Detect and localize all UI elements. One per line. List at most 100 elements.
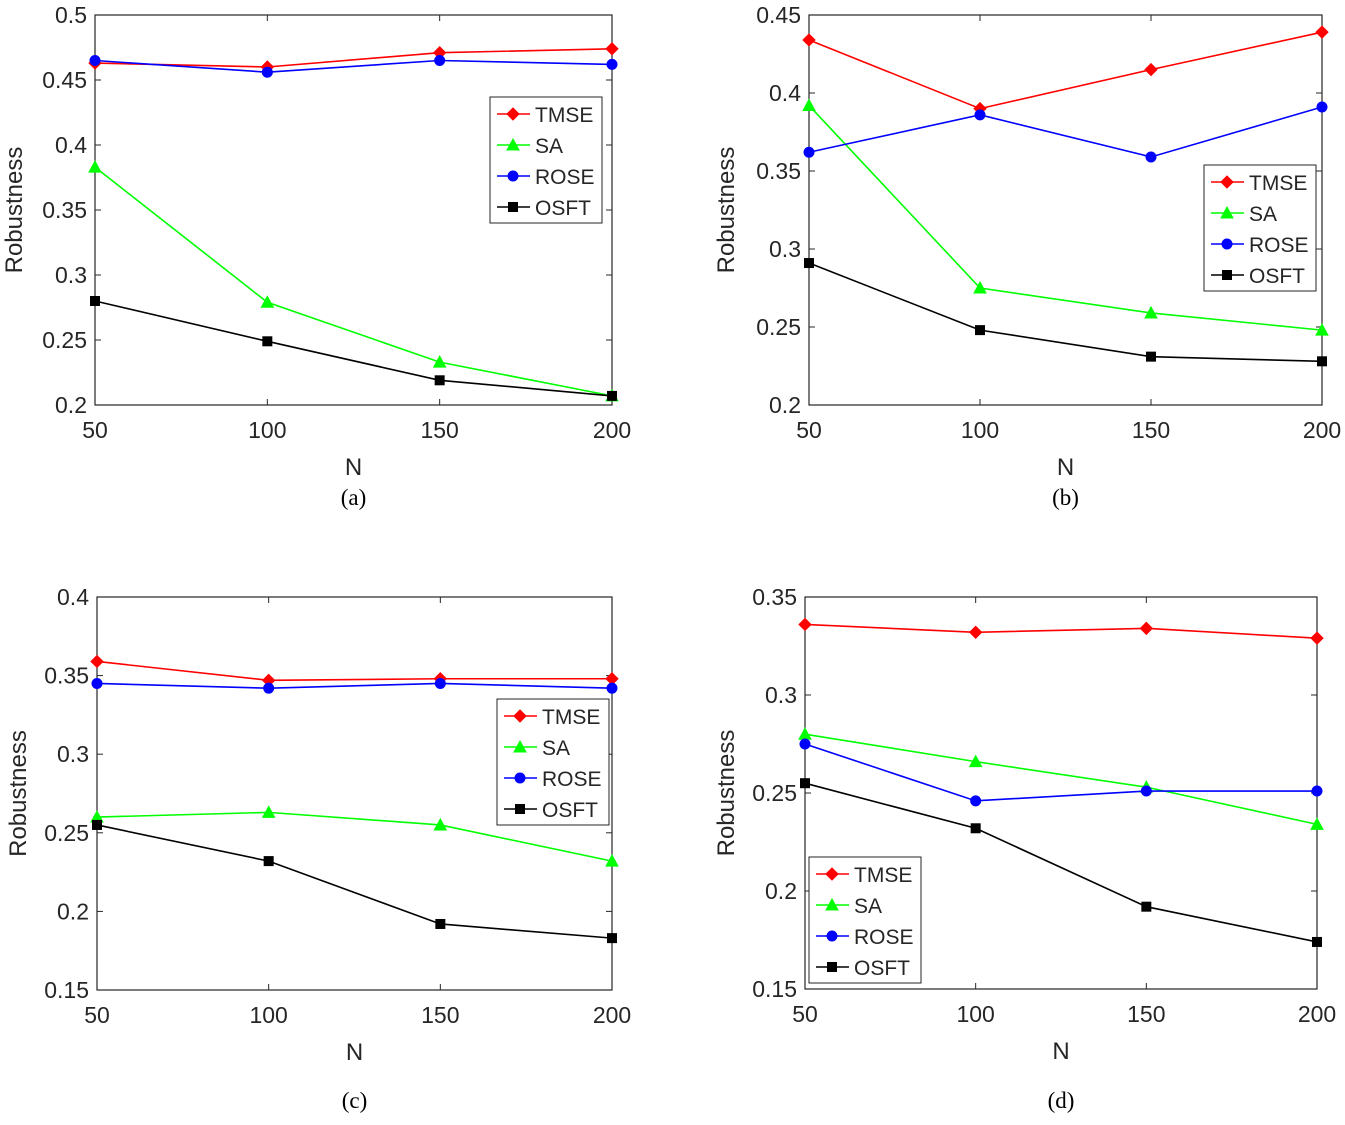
legend-marker-osft <box>1222 270 1232 280</box>
data-point-sa <box>1144 305 1158 319</box>
data-point-rose <box>261 66 273 78</box>
x-tick-label: 200 <box>593 417 631 443</box>
y-axis-label: Robustness <box>5 730 32 857</box>
y-tick-label: 0.2 <box>57 898 89 924</box>
data-point-rose <box>434 55 446 66</box>
data-point-tmse <box>90 654 104 669</box>
y-tick-label: 0.2 <box>765 878 797 904</box>
legend-label-rose: ROSE <box>854 926 914 949</box>
legend: TMSE SA ROSE OSFT <box>489 96 603 224</box>
data-point-sa <box>605 854 619 867</box>
data-point-osft <box>435 918 446 929</box>
chart-panel-d: 50 100 150 200 0.15 0.2 0.25 0.3 0.35 N Robustness… <box>672 562 1344 1124</box>
data-point-sa <box>432 355 447 368</box>
data-point-rose <box>606 58 618 70</box>
data-point-rose <box>803 146 815 158</box>
legend-marker-tmse <box>506 107 520 121</box>
series-line-osft <box>804 782 1318 943</box>
series-rose <box>803 101 1328 163</box>
legend-label-sa: SA <box>542 737 570 760</box>
y-tick-label: 0.3 <box>765 682 797 708</box>
caption-b: (b) <box>1052 485 1079 510</box>
legend: TMSE SA ROSE OSFT <box>496 698 610 826</box>
data-point-rose <box>263 682 275 694</box>
data-point-osft <box>1312 936 1322 947</box>
series-tmse <box>798 617 1324 645</box>
x-tick-label: 200 <box>593 1002 631 1028</box>
x-tick-label: 100 <box>956 1001 994 1027</box>
data-point-osft <box>607 933 617 944</box>
series-osft <box>804 258 1327 367</box>
legend-label-rose: ROSE <box>1249 234 1309 257</box>
y-tick-label: 0.25 <box>42 327 87 353</box>
y-tick-label: 0.35 <box>752 584 797 610</box>
data-point-osft <box>434 375 445 386</box>
data-point-tmse <box>1315 25 1329 39</box>
data-point-sa <box>1315 323 1329 336</box>
y-axis-label: Robustness <box>1 147 28 274</box>
legend-label-sa: SA <box>1249 203 1277 226</box>
chart-panel-a: 50 100 150 200 0.2 0.25 0.3 0.35 0.4 0.45 0.5 N Robu… <box>0 0 672 562</box>
legend-marker-rose <box>514 772 526 784</box>
series-rose <box>89 55 618 78</box>
x-tick-label: 150 <box>1132 417 1170 443</box>
x-tick-label: 50 <box>84 1002 110 1028</box>
y-tick-label: 0.2 <box>55 392 87 418</box>
caption-c: (c) <box>342 1088 368 1113</box>
x-tick-label: 50 <box>792 1001 818 1027</box>
data-point-tmse <box>1310 631 1324 645</box>
data-point-rose <box>89 55 101 66</box>
series-line-sa <box>94 166 613 397</box>
series-line-tmse <box>804 623 1318 639</box>
data-point-rose <box>606 682 618 694</box>
chart-b: 50 100 150 200 0.2 0.25 0.3 0.35 0.4 0.45 N Robustn… <box>713 2 1341 510</box>
legend-marker-tmse <box>513 709 527 723</box>
series-line-sa <box>804 733 1318 826</box>
y-tick-label: 0.2 <box>769 392 801 418</box>
x-axis-label: N <box>346 1039 363 1066</box>
data-point-osft <box>804 258 814 269</box>
series-tmse <box>802 25 1329 116</box>
legend-marker-sa <box>1220 205 1234 219</box>
data-point-sa <box>88 160 102 173</box>
y-tick-label: 0.35 <box>756 158 801 184</box>
data-point-osft <box>607 390 617 401</box>
y-tick-label: 0.15 <box>44 977 89 1003</box>
x-tick-label: 200 <box>1303 417 1341 443</box>
y-tick-label: 0.4 <box>769 80 801 106</box>
data-point-sa <box>1310 817 1324 830</box>
y-tick-label: 0.25 <box>44 820 89 846</box>
series-line-rose <box>96 682 613 689</box>
x-tick-label: 100 <box>961 417 999 443</box>
data-point-osft <box>1146 351 1156 362</box>
chart-c: 50 100 150 200 0.15 0.2 0.25 0.3 0.35 0.4 N Robustn… <box>5 584 631 1113</box>
caption-d: (d) <box>1048 1088 1075 1113</box>
series-sa <box>90 805 619 867</box>
series-osft <box>92 819 617 944</box>
series-osft <box>800 778 1322 947</box>
legend-label-tmse: TMSE <box>535 104 593 127</box>
series-line-osft <box>96 824 613 939</box>
legend-marker-tmse <box>1220 175 1234 189</box>
data-point-osft <box>263 856 274 867</box>
data-point-osft <box>1317 356 1327 367</box>
series-line-osft <box>94 300 613 397</box>
legend: TMSE SA ROSE OSFT <box>1203 164 1317 292</box>
x-tick-label: 50 <box>82 417 108 443</box>
chart-d: 50 100 150 200 0.15 0.2 0.25 0.3 0.35 N Robustness… <box>713 584 1336 1113</box>
x-tick-label: 50 <box>796 417 822 443</box>
data-point-osft <box>970 823 981 834</box>
y-tick-label: 0.3 <box>55 262 87 288</box>
legend-marker-tmse <box>825 867 839 881</box>
legend-label-sa: SA <box>535 135 563 158</box>
data-point-sa <box>973 280 987 294</box>
caption-a: (a) <box>341 485 367 510</box>
data-point-tmse <box>968 625 983 639</box>
data-point-osft <box>1141 901 1152 912</box>
y-tick-label: 0.3 <box>769 236 801 262</box>
legend-marker-rose <box>826 930 838 942</box>
data-point-osft <box>800 778 810 789</box>
series-line-tmse <box>96 660 612 682</box>
legend: TMSE SA ROSE OSFT <box>808 856 922 984</box>
legend-label-rose: ROSE <box>542 768 602 791</box>
